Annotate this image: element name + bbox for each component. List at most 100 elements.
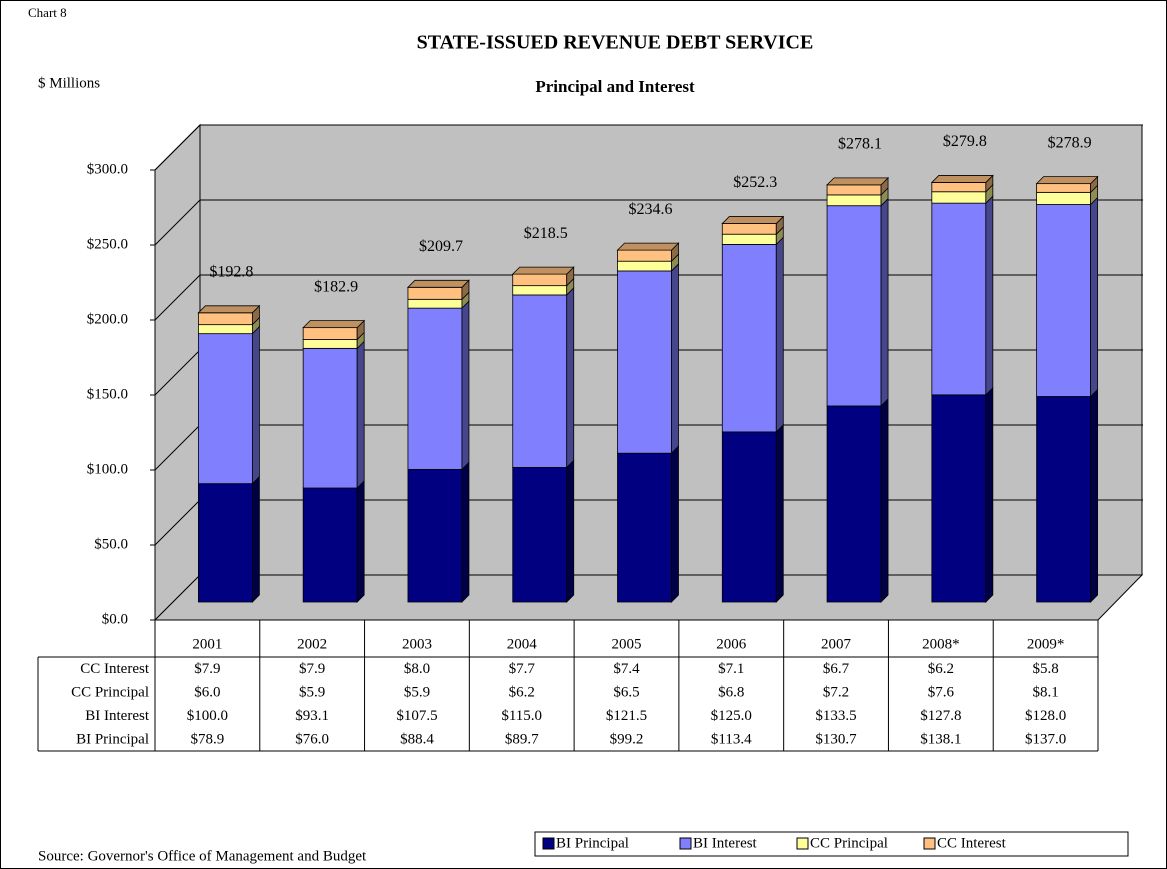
bar — [721, 243, 777, 433]
table-cell: $138.1 — [920, 732, 961, 748]
bar — [931, 394, 987, 603]
bar — [197, 333, 253, 485]
bar-side — [1090, 196, 1099, 398]
bar-top — [511, 266, 575, 275]
bar — [407, 286, 463, 300]
grid-line — [154, 499, 201, 546]
source: Source: Governor's Office of Management … — [38, 848, 367, 864]
bar-top — [406, 279, 470, 288]
bar — [826, 184, 882, 196]
table-cell: $5.8 — [1032, 661, 1058, 677]
total-label: $279.8 — [943, 133, 987, 150]
y-axis-label: $ Millions — [38, 75, 100, 91]
bar-side — [880, 197, 889, 407]
table-cell: $107.5 — [396, 708, 437, 724]
total-label: $209.7 — [419, 238, 463, 255]
table-cell: $7.9 — [194, 661, 220, 677]
table-cell: $6.2 — [928, 661, 954, 677]
table-row-label: CC Interest — [80, 661, 150, 677]
bar — [407, 307, 463, 470]
legend-label: BI Interest — [693, 835, 758, 851]
table-cell: $6.0 — [194, 685, 220, 701]
chart-subtitle: Principal and Interest — [535, 77, 695, 96]
table-cell: $6.8 — [718, 685, 744, 701]
table-cell: $6.7 — [823, 661, 850, 677]
bar-side — [251, 475, 260, 603]
legend-label: CC Interest — [937, 835, 1007, 851]
legend-box — [534, 831, 1129, 857]
table-cell: $125.0 — [711, 708, 752, 724]
bar — [512, 467, 568, 603]
x-tick-label: 2007 — [821, 636, 852, 652]
x-tick-label: 2003 — [402, 636, 432, 652]
table-cell: $128.0 — [1025, 708, 1066, 724]
legend-swatch — [923, 837, 936, 850]
bar — [512, 294, 568, 468]
bar-top — [826, 177, 890, 186]
bar — [512, 285, 568, 296]
bar — [302, 347, 358, 489]
bar — [617, 249, 672, 262]
table-cell: $100.0 — [187, 708, 228, 724]
bar — [1036, 204, 1092, 397]
bar — [826, 205, 882, 407]
x-tick-label: 2004 — [507, 636, 538, 652]
bar — [721, 233, 777, 245]
total-label: $278.1 — [838, 136, 882, 153]
table-cell: $7.1 — [718, 661, 744, 677]
y-tick-label: $300.0 — [87, 161, 128, 177]
x-tick-label: 2001 — [192, 636, 222, 652]
bar-side — [1090, 388, 1099, 603]
table-cell: $113.4 — [711, 732, 752, 748]
bar — [302, 487, 358, 603]
x-tick-label: 2005 — [612, 636, 642, 652]
x-tick-label: 2002 — [297, 636, 327, 652]
table-cell: $93.1 — [295, 708, 329, 724]
bar — [407, 298, 463, 309]
chart-title: STATE-ISSUED REVENUE DEBT SERVICE — [417, 32, 814, 54]
legend-swatch — [542, 837, 555, 850]
table-cell: $6.2 — [509, 685, 535, 701]
table-cell: $89.7 — [505, 732, 539, 748]
bar — [512, 273, 568, 287]
bar-side — [671, 262, 679, 455]
table-cell: $6.5 — [613, 685, 639, 701]
bar-top — [302, 320, 366, 329]
bar — [721, 223, 777, 235]
bar-side — [775, 423, 784, 603]
table-cell: $88.4 — [400, 732, 434, 748]
table-cell: $121.5 — [606, 708, 647, 724]
bar — [617, 260, 672, 272]
bar — [197, 312, 253, 326]
table-cell: $5.9 — [299, 685, 325, 701]
total-label: $218.5 — [524, 225, 568, 242]
bar-side — [985, 195, 994, 396]
bar-side — [566, 459, 575, 603]
bar — [931, 191, 987, 204]
legend-label: BI Principal — [556, 835, 629, 851]
x-tick-label: 2006 — [716, 636, 747, 652]
table-cell: $7.6 — [928, 685, 955, 701]
legend-swatch — [679, 837, 692, 850]
bar — [407, 468, 463, 603]
bar-top — [197, 305, 261, 314]
y-tick-label: $50.0 — [94, 536, 128, 552]
total-label: $192.8 — [209, 263, 253, 280]
total-label: $278.9 — [1048, 134, 1092, 151]
legend-label: CC Principal — [810, 835, 888, 851]
grid-line — [154, 424, 201, 471]
table-cell: $76.0 — [295, 732, 329, 748]
table-cell: $133.5 — [815, 708, 856, 724]
table-row-label: BI Interest — [85, 708, 150, 724]
bar — [197, 324, 253, 335]
y-tick-label: $200.0 — [87, 311, 128, 327]
bar — [1036, 183, 1092, 193]
table-row-label: CC Principal — [71, 685, 149, 701]
table-cell: $137.0 — [1025, 732, 1066, 748]
bar — [721, 431, 777, 603]
bar — [617, 270, 672, 454]
table-cell: $8.0 — [404, 661, 430, 677]
y-tick-label: $150.0 — [87, 386, 128, 402]
chart-label: Chart 8 — [28, 5, 67, 20]
bar — [826, 405, 882, 603]
